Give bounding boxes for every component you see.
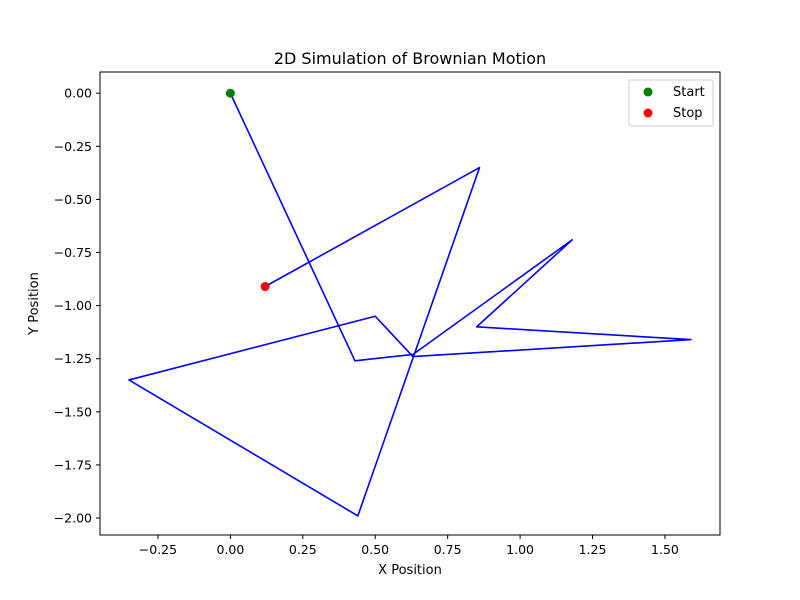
y-tick-label: −1.00 — [54, 298, 92, 313]
y-tick-label: −1.50 — [54, 404, 92, 419]
y-axis: 0.00 −0.25 −0.50 −0.75 −1.00 −1.25 −1.50 −1.75 −… — [54, 86, 100, 526]
y-tick-label: −0.50 — [54, 192, 92, 207]
plot-frame — [99, 71, 721, 536]
y-tick-label: −0.25 — [54, 139, 92, 154]
x-axis-label: X Position — [378, 563, 442, 578]
x-tick-label: 0.75 — [434, 542, 462, 557]
legend-stop-marker — [643, 108, 653, 118]
start-point — [225, 88, 235, 98]
legend-stop-label: Stop — [673, 106, 703, 121]
x-tick-label: 1.25 — [579, 542, 607, 557]
x-tick-label: 0.00 — [216, 542, 244, 557]
x-tick-label: 1.50 — [651, 542, 679, 557]
y-tick-label: −0.75 — [54, 245, 92, 260]
legend-start-marker — [643, 87, 653, 97]
legend-start-label: Start — [673, 85, 705, 100]
x-axis: −0.25 0.00 0.25 0.50 0.75 1.00 1.25 1.50 — [139, 535, 679, 557]
x-tick-label: 1.00 — [506, 542, 534, 557]
y-tick-label: −2.00 — [54, 511, 92, 526]
chart-title: 2D Simulation of Brownian Motion — [274, 49, 546, 68]
x-tick-label: 0.25 — [289, 542, 317, 557]
plot-area — [128, 88, 692, 517]
brownian-path-line-0 — [128, 92, 692, 517]
y-tick-label: −1.25 — [54, 351, 92, 366]
y-tick-label: −1.75 — [54, 457, 92, 472]
y-tick-label: 0.00 — [64, 86, 92, 101]
x-tick-label: 0.50 — [361, 542, 389, 557]
y-axis-label: Y Position — [27, 272, 42, 336]
stop-point — [260, 282, 270, 292]
legend: Start Stop — [628, 79, 714, 127]
x-tick-label: −0.25 — [139, 542, 177, 557]
